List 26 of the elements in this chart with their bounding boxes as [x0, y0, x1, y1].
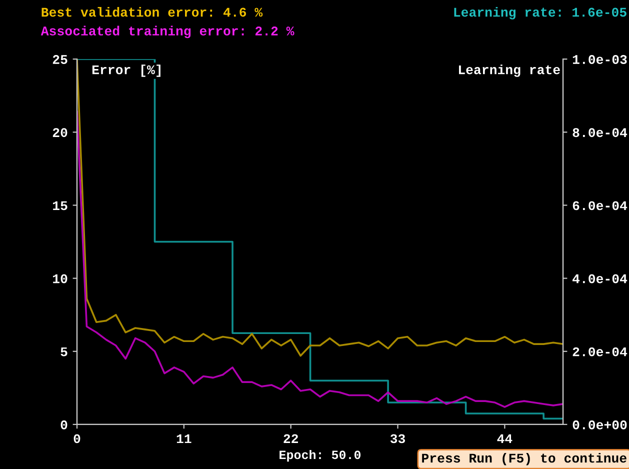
line-series: [76, 59, 564, 357]
x-tick-label: 33: [390, 434, 406, 444]
y2-tick-label: 2.0e-04: [572, 347, 628, 356]
chart-title: Best validation error: 4.6 %: [42, 7, 263, 17]
y2-tick-label: 0.0e+00: [572, 420, 627, 430]
y-tick-label: 20: [52, 128, 68, 138]
y-tick-label: 10: [53, 274, 68, 284]
x-tick-label: 44: [497, 434, 512, 444]
x-tick-label: 0: [74, 434, 80, 444]
y-tick-label: 25: [52, 55, 68, 64]
y2-axis-title: Learning rate: [459, 64, 560, 77]
y-tick-label: 5: [60, 347, 68, 356]
text: Press Run (F5) to continue: [422, 452, 626, 466]
x-tick-label: 11: [176, 434, 192, 444]
y2-tick-label: 1.0e-03: [572, 55, 627, 64]
x-axis-title: Epoch: 50.0: [280, 450, 361, 462]
x-tick-label: 22: [284, 434, 298, 444]
chart-subtitle: Associated training error: 2.2 %: [40, 26, 294, 38]
y2-tick-label: 6.0e-04: [572, 201, 628, 210]
y-tick-label: 15: [53, 201, 68, 210]
y-tick-label: 0: [60, 420, 68, 430]
y2-tick-label: 4.0e-04: [572, 274, 628, 284]
text: Learning rate: 1.6e-05: [454, 7, 626, 20]
line-series: [76, 110, 564, 408]
y2-tick-label: 8.0e-04: [572, 128, 628, 138]
y-axis-title: Error [%]: [92, 64, 160, 77]
